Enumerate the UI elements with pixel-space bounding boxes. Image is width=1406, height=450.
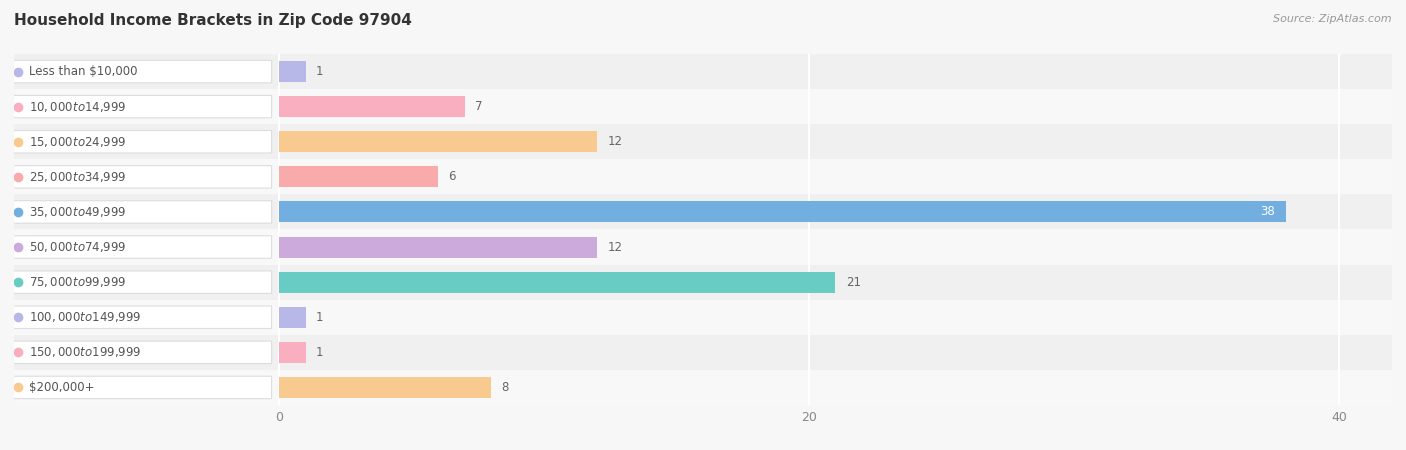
Bar — [14, 370, 1392, 405]
Text: 12: 12 — [607, 135, 623, 148]
Text: 7: 7 — [475, 100, 482, 113]
Text: 1: 1 — [316, 346, 323, 359]
Bar — [278, 131, 598, 152]
Bar — [14, 335, 1392, 370]
Bar — [14, 265, 1392, 300]
Text: $25,000 to $34,999: $25,000 to $34,999 — [28, 170, 127, 184]
Text: Household Income Brackets in Zip Code 97904: Household Income Brackets in Zip Code 97… — [14, 14, 412, 28]
Text: $15,000 to $24,999: $15,000 to $24,999 — [28, 135, 127, 149]
FancyBboxPatch shape — [14, 271, 271, 293]
Bar — [278, 96, 464, 117]
Text: Less than $10,000: Less than $10,000 — [28, 65, 138, 78]
Bar — [14, 159, 1392, 194]
Text: $50,000 to $74,999: $50,000 to $74,999 — [28, 240, 127, 254]
Bar — [278, 166, 439, 187]
Text: $75,000 to $99,999: $75,000 to $99,999 — [28, 275, 127, 289]
FancyBboxPatch shape — [14, 130, 271, 153]
FancyBboxPatch shape — [14, 166, 271, 188]
FancyBboxPatch shape — [14, 95, 271, 118]
Bar — [278, 61, 305, 82]
Bar — [278, 237, 598, 257]
Text: 1: 1 — [316, 311, 323, 324]
Text: 8: 8 — [502, 381, 509, 394]
Text: 6: 6 — [449, 171, 456, 183]
FancyBboxPatch shape — [14, 306, 271, 328]
Bar — [278, 307, 305, 328]
Bar — [14, 124, 1392, 159]
Text: 1: 1 — [316, 65, 323, 78]
FancyBboxPatch shape — [14, 376, 271, 399]
Bar — [278, 272, 835, 292]
Text: 12: 12 — [607, 241, 623, 253]
Text: 21: 21 — [846, 276, 860, 288]
Text: 38: 38 — [1261, 206, 1275, 218]
Text: Source: ZipAtlas.com: Source: ZipAtlas.com — [1274, 14, 1392, 23]
Text: $200,000+: $200,000+ — [28, 381, 94, 394]
Bar — [14, 300, 1392, 335]
Text: $35,000 to $49,999: $35,000 to $49,999 — [28, 205, 127, 219]
Bar — [14, 194, 1392, 230]
Text: $100,000 to $149,999: $100,000 to $149,999 — [28, 310, 141, 324]
Bar — [278, 202, 1286, 222]
FancyBboxPatch shape — [14, 201, 271, 223]
Bar — [278, 342, 305, 363]
Bar — [278, 377, 491, 398]
Text: $150,000 to $199,999: $150,000 to $199,999 — [28, 345, 141, 360]
FancyBboxPatch shape — [14, 341, 271, 364]
Bar — [14, 54, 1392, 89]
Text: $10,000 to $14,999: $10,000 to $14,999 — [28, 99, 127, 114]
Bar — [14, 230, 1392, 265]
FancyBboxPatch shape — [14, 60, 271, 83]
FancyBboxPatch shape — [14, 236, 271, 258]
Bar — [14, 89, 1392, 124]
